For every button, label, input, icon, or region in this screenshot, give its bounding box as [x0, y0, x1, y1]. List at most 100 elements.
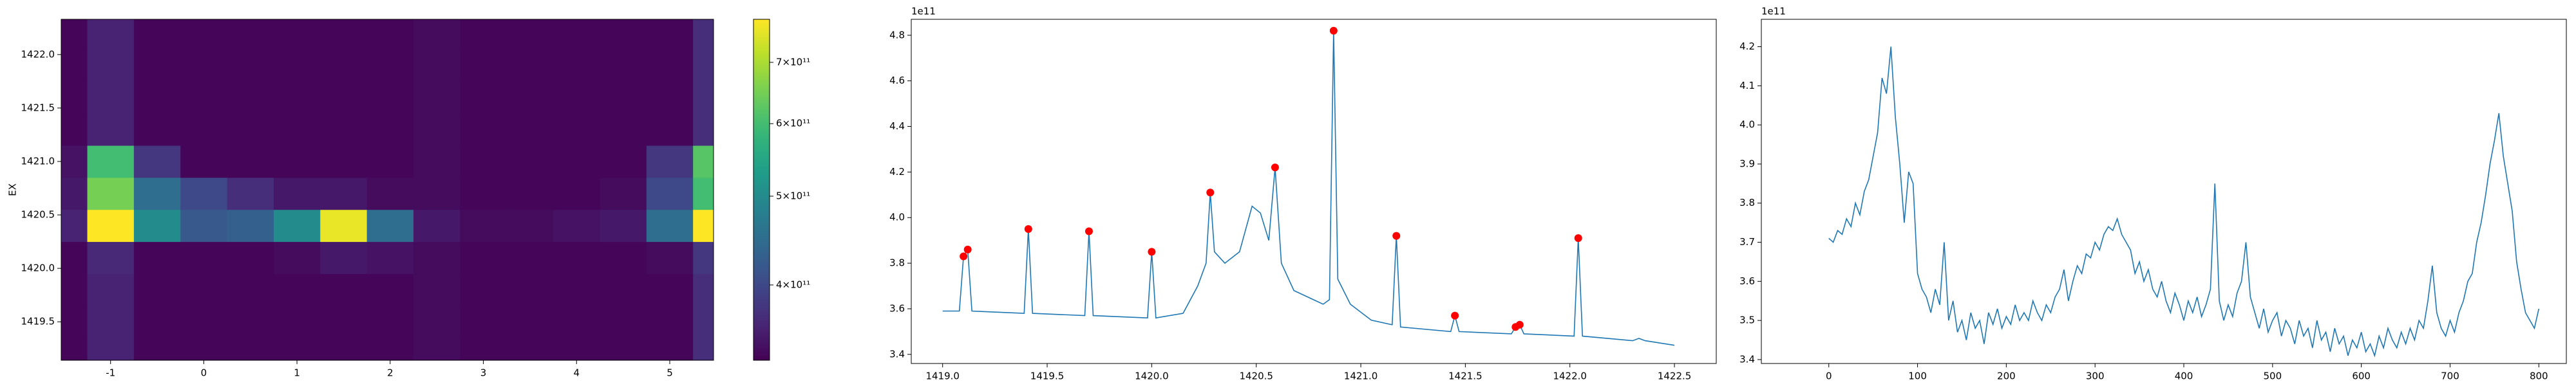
heat-cell — [553, 241, 600, 274]
heat-cell — [460, 209, 507, 243]
heat-cell — [506, 81, 554, 114]
x-tick-label: 1 — [294, 367, 300, 379]
x-tick-label: 1421.0 — [1344, 371, 1378, 382]
heat-cell — [413, 81, 460, 114]
y-tick-label: 3.5 — [1739, 315, 1755, 326]
heat-cell — [87, 338, 135, 360]
peak-marker — [1024, 225, 1032, 233]
heat-cell — [180, 338, 228, 360]
heat-cell — [646, 306, 694, 338]
heat-cell — [227, 338, 274, 360]
heat-cell — [646, 81, 694, 114]
heat-cell — [87, 145, 135, 178]
x-tick-label: 500 — [2264, 371, 2282, 382]
heat-cell — [506, 19, 554, 50]
y-tick-label: 4.6 — [889, 75, 905, 86]
x-tick-label: 1419.0 — [925, 371, 960, 382]
heat-cell — [87, 177, 135, 210]
heat-cell — [320, 306, 368, 338]
heat-cell — [366, 209, 414, 243]
data-line — [1828, 46, 2540, 358]
heat-cell — [460, 177, 507, 210]
heat-cell — [693, 49, 714, 82]
heat-cell — [227, 241, 274, 274]
heat-cell — [600, 113, 647, 146]
heat-cell — [553, 338, 600, 360]
x-tick-label: 0 — [201, 367, 207, 379]
heat-cell — [61, 209, 88, 243]
heat-cell — [553, 81, 600, 114]
heat-cell — [553, 49, 600, 82]
heat-cell — [273, 241, 321, 274]
heat-cell — [506, 49, 554, 82]
x-tick-label: 200 — [1997, 371, 2016, 382]
heat-cell — [133, 145, 181, 178]
heat-cell — [87, 113, 135, 146]
heat-cell — [61, 145, 88, 178]
heat-cell — [180, 177, 228, 210]
heat-cell — [273, 338, 321, 360]
heat-cell — [600, 209, 647, 243]
heat-cell — [413, 273, 460, 306]
y-tick-label: 3.4 — [1739, 353, 1755, 365]
heat-cell — [320, 49, 368, 82]
y-tick-label: 4.0 — [1739, 119, 1755, 131]
heat-cell — [413, 145, 460, 178]
heat-cell — [320, 19, 368, 50]
heat-cell — [133, 241, 181, 274]
y-tick-label: 4.1 — [1739, 80, 1755, 91]
heatmap-cells — [61, 19, 714, 360]
y-tick-label: 4.2 — [889, 166, 905, 178]
peak-marker — [963, 245, 972, 253]
heat-cell — [646, 338, 694, 360]
heat-cell — [693, 209, 714, 243]
heat-cell — [180, 19, 228, 50]
heat-cell — [460, 113, 507, 146]
heat-cell — [506, 209, 554, 243]
heat-cell — [366, 177, 414, 210]
heat-cell — [646, 177, 694, 210]
y-tick-label: 3.9 — [1739, 158, 1755, 169]
colorbar-tick-label: 5×10¹¹ — [776, 190, 810, 201]
heat-cell — [693, 177, 714, 210]
heat-cell — [273, 209, 321, 243]
peak-marker — [1084, 227, 1093, 235]
heat-cell — [460, 49, 507, 82]
heat-cell — [273, 81, 321, 114]
heat-cell — [61, 177, 88, 210]
heat-cell — [366, 81, 414, 114]
heat-cell — [413, 19, 460, 50]
y-tick-label: 1422.0 — [21, 48, 55, 60]
y-tick-label: 1421.5 — [21, 102, 55, 113]
heat-cell — [133, 306, 181, 338]
heat-cell — [506, 306, 554, 338]
heat-cell — [553, 273, 600, 306]
y-axis-label: EX — [7, 183, 19, 196]
peak-marker — [1392, 232, 1401, 240]
heat-cell — [600, 273, 647, 306]
heat-cell — [460, 273, 507, 306]
x-tick-label: 1419.5 — [1030, 371, 1065, 382]
heat-cell — [506, 113, 554, 146]
plot-frame — [61, 19, 714, 361]
heat-cell — [87, 306, 135, 338]
data-line — [942, 30, 1675, 346]
heat-cell — [460, 306, 507, 338]
heat-cell — [460, 338, 507, 360]
heat-cell — [553, 209, 600, 243]
heat-cell — [646, 113, 694, 146]
heat-cell — [273, 113, 321, 146]
heat-cell — [600, 177, 647, 210]
heat-cell — [87, 81, 135, 114]
heat-cell — [61, 306, 88, 338]
heat-cell — [180, 241, 228, 274]
peak-marker — [1515, 320, 1524, 329]
heat-cell — [413, 241, 460, 274]
heat-cell — [133, 19, 181, 50]
heat-cell — [273, 145, 321, 178]
x-tick-label: 1420.0 — [1135, 371, 1169, 382]
y-tick-label: 3.4 — [889, 348, 905, 360]
heat-cell — [227, 145, 274, 178]
offset-label: 1e11 — [911, 6, 936, 17]
